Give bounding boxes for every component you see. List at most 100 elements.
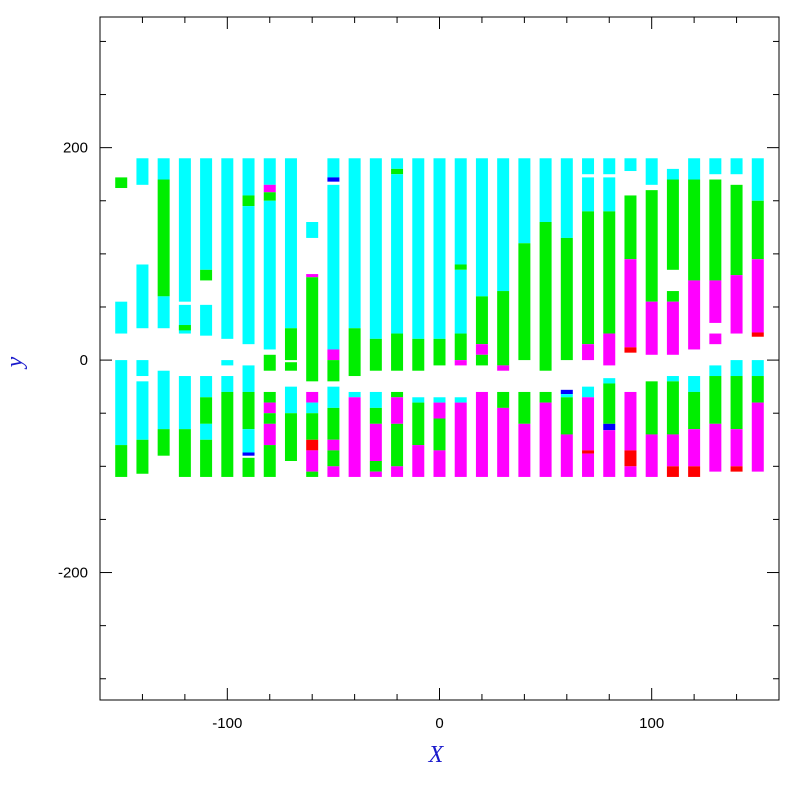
bar-segment — [348, 158, 361, 329]
bar-segment — [136, 381, 149, 440]
bar-segment — [582, 397, 595, 451]
bar-segment — [624, 391, 637, 451]
bar-segment — [412, 445, 425, 477]
bar-segment — [306, 222, 319, 238]
bar-segment — [666, 301, 679, 355]
bar-segment — [242, 429, 255, 453]
bar-segment — [624, 466, 637, 477]
bar-segment — [412, 338, 425, 371]
bar-segment — [157, 158, 170, 180]
bar-segment — [433, 338, 446, 366]
bar-segment — [454, 158, 467, 265]
bar-segment — [200, 158, 213, 270]
bar-segment — [751, 259, 764, 333]
bar-segment — [454, 333, 467, 361]
bar-segment — [688, 466, 701, 477]
bar-segment — [391, 174, 404, 334]
bar-segment — [603, 333, 616, 366]
bar-segment — [645, 301, 658, 355]
bar-segment — [242, 206, 255, 345]
bar-segment — [518, 423, 531, 477]
bar-segment — [730, 184, 743, 276]
bar-segment — [369, 423, 382, 462]
bar-segment — [157, 179, 170, 297]
bar-segment — [666, 168, 679, 180]
bar-segment — [433, 158, 446, 339]
bar-segment — [115, 360, 128, 446]
bar-segment — [751, 200, 764, 260]
bar-segment — [730, 158, 743, 175]
bar-segment — [518, 158, 531, 244]
bar-segment — [688, 158, 701, 180]
bar-segment — [688, 376, 701, 392]
x-tick-label: 100 — [639, 715, 664, 732]
bar-segment — [369, 471, 382, 477]
bar-segment — [709, 333, 722, 345]
bar-segment — [560, 389, 573, 395]
bar-segment — [475, 158, 488, 297]
bar-segment — [157, 429, 170, 456]
bar-segment — [115, 177, 128, 189]
x-tick-label: -100 — [212, 715, 242, 732]
bar-segment — [475, 344, 488, 355]
bar-segment — [200, 376, 213, 398]
bar-segment — [688, 280, 701, 350]
bar-segment — [645, 434, 658, 477]
bar-segment — [284, 413, 297, 462]
bar-segment — [603, 383, 616, 424]
bar-segment — [560, 158, 573, 238]
bar-segment — [603, 177, 616, 212]
bar-segment — [666, 381, 679, 435]
bar-segment — [136, 264, 149, 329]
bar-segment — [709, 158, 722, 175]
y-tick-label: 200 — [63, 140, 88, 157]
y-axis-title: y — [2, 356, 28, 369]
bar-segment — [391, 391, 404, 398]
bar-segment — [221, 391, 234, 477]
bar-segment — [200, 269, 213, 281]
bar-segment — [178, 325, 191, 331]
bar-segment — [645, 190, 658, 302]
bar-segment — [157, 296, 170, 329]
bar-segment — [560, 397, 573, 435]
bars — [115, 158, 764, 477]
bar-segment — [497, 391, 510, 408]
bar-segment — [327, 386, 340, 408]
bar-segment — [433, 450, 446, 477]
bar-segment — [327, 158, 340, 178]
bar-segment — [284, 362, 297, 371]
bar-segment — [454, 269, 467, 334]
x-tick-label: 0 — [435, 715, 443, 732]
bar-segment — [709, 179, 722, 281]
bar-segment — [751, 332, 764, 337]
bar-segment — [688, 429, 701, 467]
bar-segment — [327, 177, 340, 182]
bar-segment — [327, 184, 340, 350]
bar-segment — [306, 402, 319, 414]
bar-segment — [624, 158, 637, 172]
bar-segment — [242, 195, 255, 207]
bar-segment — [666, 434, 679, 467]
bar-segment — [221, 376, 234, 392]
bar-segment — [751, 402, 764, 472]
bar-segment — [560, 394, 573, 398]
bar-segment — [284, 328, 297, 361]
bar-segment — [539, 391, 552, 403]
bar-segment — [263, 158, 276, 185]
bar-segment — [263, 200, 276, 350]
bar-segment — [688, 391, 701, 430]
bar-segment — [709, 376, 722, 424]
bar-segment — [412, 158, 425, 339]
bar-segment — [518, 391, 531, 424]
bar-segment — [497, 365, 510, 371]
bar-segment — [624, 195, 637, 260]
bar-segment — [221, 158, 234, 339]
bar-segment — [200, 397, 213, 424]
y-tick-label: 0 — [80, 352, 88, 369]
bar-segment — [263, 423, 276, 446]
bar-segment — [200, 423, 213, 440]
bar-segment — [412, 397, 425, 403]
x-axis-title: X — [428, 742, 445, 768]
bar-segment — [603, 378, 616, 384]
